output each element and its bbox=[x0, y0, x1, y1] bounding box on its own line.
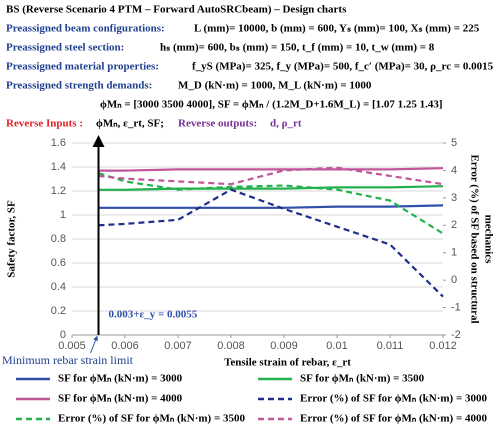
x-tick-label: 0.005 bbox=[58, 340, 86, 352]
y-tick-label: 1.4 bbox=[51, 161, 66, 173]
reverse-inputs-label: Reverse Inputs : bbox=[6, 118, 83, 130]
row-text: f_yS (MPa)= 325, f_y (MPa)= 500, f_c′ (M… bbox=[192, 61, 494, 73]
x-tick-label: 0.008 bbox=[217, 340, 245, 352]
y-axis-label: Safety factor, SF bbox=[6, 200, 18, 278]
y2-axis-label: mechanics bbox=[482, 215, 494, 265]
x-tick-label: 0.01 bbox=[326, 340, 347, 352]
y-tick-label: 1 bbox=[60, 209, 66, 221]
legend-label: SF for ϕMₙ (kN·m) = 3000 bbox=[58, 373, 183, 385]
series-line bbox=[98, 172, 444, 235]
reverse-inputs: ϕMₙ, ε_rt, SF; bbox=[96, 118, 164, 130]
y-tick-label: 0.2 bbox=[51, 305, 66, 317]
legend-label: Error (%) of SF for ϕMₙ (kN·m) = 4000 bbox=[300, 413, 487, 425]
x-tick-label: 0.012 bbox=[429, 340, 457, 352]
note-arrow bbox=[90, 335, 98, 354]
series-line bbox=[98, 188, 444, 298]
y-tick-label: 0 bbox=[60, 329, 66, 341]
row-text: M_D (kN·m) = 1000, M_L (kN·m) = 1000 bbox=[178, 80, 372, 92]
series-line bbox=[98, 166, 444, 186]
y-tick-label: 0.6 bbox=[51, 257, 66, 269]
x-tick-label: 0.011 bbox=[377, 340, 404, 352]
row-label: Preassigned material properties: bbox=[6, 61, 159, 73]
series-line bbox=[98, 167, 444, 172]
legend-label: SF for ϕMₙ (kN·m) = 3500 bbox=[300, 373, 425, 385]
legend-label: SF for ϕMₙ (kN·m) = 4000 bbox=[58, 393, 183, 405]
y2-tick-label: 0 bbox=[451, 274, 457, 286]
legend-label: Error (%) of SF for ϕMₙ (kN·m) = 3000 bbox=[300, 393, 487, 405]
row-label: Preassigned beam configurations: bbox=[6, 23, 165, 35]
header-title: BS (Reverse Scenario 4 PTM – Forward Aut… bbox=[6, 4, 347, 16]
y2-axis-label: Error (%) of SF based on structural bbox=[468, 154, 480, 323]
y2-tick-label: -1 bbox=[451, 301, 461, 313]
y-tick-label: 0.8 bbox=[51, 233, 66, 245]
y2-tick-label: 5 bbox=[451, 137, 457, 149]
y-tick-label: 1.2 bbox=[51, 185, 66, 197]
legend-label: Error (%) of SF for ϕMₙ (kN·m) = 3500 bbox=[58, 413, 245, 425]
row-text: hₛ (mm)= 600, bₛ (mm) = 150, t_f (mm) = … bbox=[160, 42, 435, 54]
x-tick-label: 0.007 bbox=[164, 340, 192, 352]
x-tick-label: 0.009 bbox=[270, 340, 298, 352]
y2-tick-label: 4 bbox=[451, 164, 457, 176]
row-label: Preassigned steel section: bbox=[6, 42, 124, 54]
y2-tick-label: 3 bbox=[451, 192, 457, 204]
formula: ϕMₙ = [3000 3500 4000], SF = ϕMₙ / (1.2M… bbox=[100, 99, 443, 111]
series-line bbox=[98, 204, 444, 209]
annotation-note: Minimum rebar strain limit bbox=[2, 353, 134, 367]
y-tick-label: 1.6 bbox=[51, 137, 66, 149]
reverse-outputs: d, ρ_rt bbox=[270, 118, 302, 130]
row-text: L (mm)= 10000, b (mm) = 600, Yₛ (mm)= 10… bbox=[194, 23, 480, 35]
series-line bbox=[98, 185, 444, 191]
y2-tick-label: 2 bbox=[451, 219, 457, 231]
x-tick-label: 0.006 bbox=[111, 340, 139, 352]
y2-tick-label: -2 bbox=[451, 329, 461, 341]
annotation-text: 0.003+ε_y = 0.0055 bbox=[109, 309, 198, 321]
reverse-outputs-label: Reverse outputs: bbox=[178, 118, 257, 130]
y2-tick-label: 1 bbox=[451, 247, 457, 259]
row-label: Preassigned strength demands: bbox=[6, 80, 152, 92]
x-axis-label: Tensile strain of rebar, ε_rt bbox=[224, 357, 351, 369]
y-tick-label: 0.4 bbox=[51, 281, 66, 293]
